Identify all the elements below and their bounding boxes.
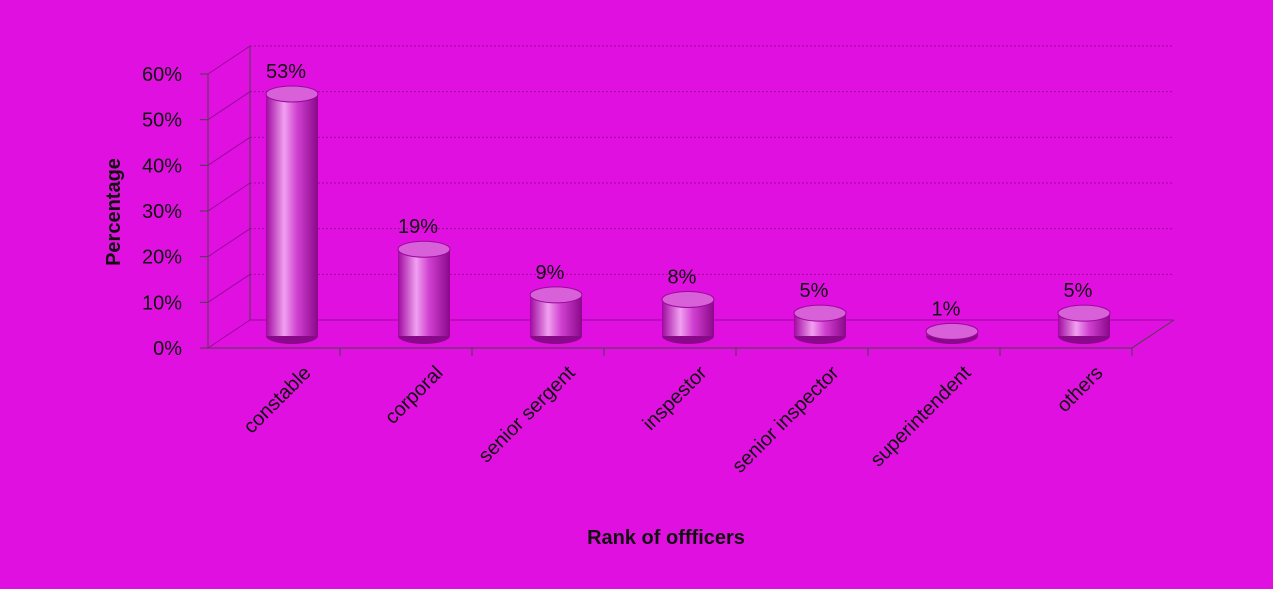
- x-tick-label: constable: [239, 362, 315, 438]
- y-tick-label: 0%: [153, 338, 182, 360]
- gridline-side: [207, 228, 251, 258]
- gridline-side: [207, 91, 251, 121]
- bar: [529, 286, 583, 344]
- bar-body: [398, 249, 450, 336]
- bar: [793, 304, 847, 344]
- floor-edge: [1131, 319, 1175, 349]
- axes: [200, 46, 1175, 356]
- y-tick-label: 60%: [142, 64, 182, 86]
- data-label: 5%: [1064, 280, 1093, 302]
- bar-body: [266, 93, 318, 336]
- y-axis-title: Percentage: [103, 158, 125, 266]
- data-label: 9%: [536, 262, 565, 284]
- bar: [661, 290, 715, 344]
- y-tick-label: 10%: [142, 292, 182, 314]
- x-tick-label: others: [1053, 362, 1108, 417]
- bar-top: [529, 286, 583, 304]
- x-tick-label: inspestor: [639, 362, 712, 435]
- bars: [265, 85, 1111, 344]
- x-tick-label: superintendent: [866, 362, 975, 471]
- bar-top: [661, 290, 715, 308]
- gridline-side: [207, 45, 251, 75]
- x-tick-label: senior sergent: [474, 362, 579, 467]
- bar-top: [397, 240, 451, 258]
- data-label: 53%: [266, 61, 306, 83]
- x-tick-label: corporal: [381, 362, 448, 429]
- y-tick-label: 40%: [142, 155, 182, 177]
- bar-top: [793, 304, 847, 322]
- gridline-side: [207, 136, 251, 166]
- gridline-side: [207, 319, 251, 349]
- x-tick-label: senior inspector: [728, 362, 844, 478]
- gridline-side: [207, 182, 251, 212]
- gridline-side: [207, 273, 251, 303]
- bar: [1057, 304, 1111, 344]
- data-label: 8%: [668, 266, 697, 288]
- bar-top: [1057, 304, 1111, 322]
- bar: [397, 240, 451, 344]
- x-axis-title: Rank of offficers: [587, 527, 745, 549]
- data-label: 1%: [932, 298, 961, 320]
- bar-top: [265, 85, 319, 103]
- bar: [265, 85, 319, 344]
- data-label: 5%: [800, 280, 829, 302]
- y-tick-label: 20%: [142, 247, 182, 269]
- bar: [925, 322, 979, 344]
- y-tick-label: 30%: [142, 201, 182, 223]
- y-tick-label: 50%: [142, 110, 182, 132]
- data-label: 19%: [398, 216, 438, 238]
- bar-top: [925, 322, 979, 340]
